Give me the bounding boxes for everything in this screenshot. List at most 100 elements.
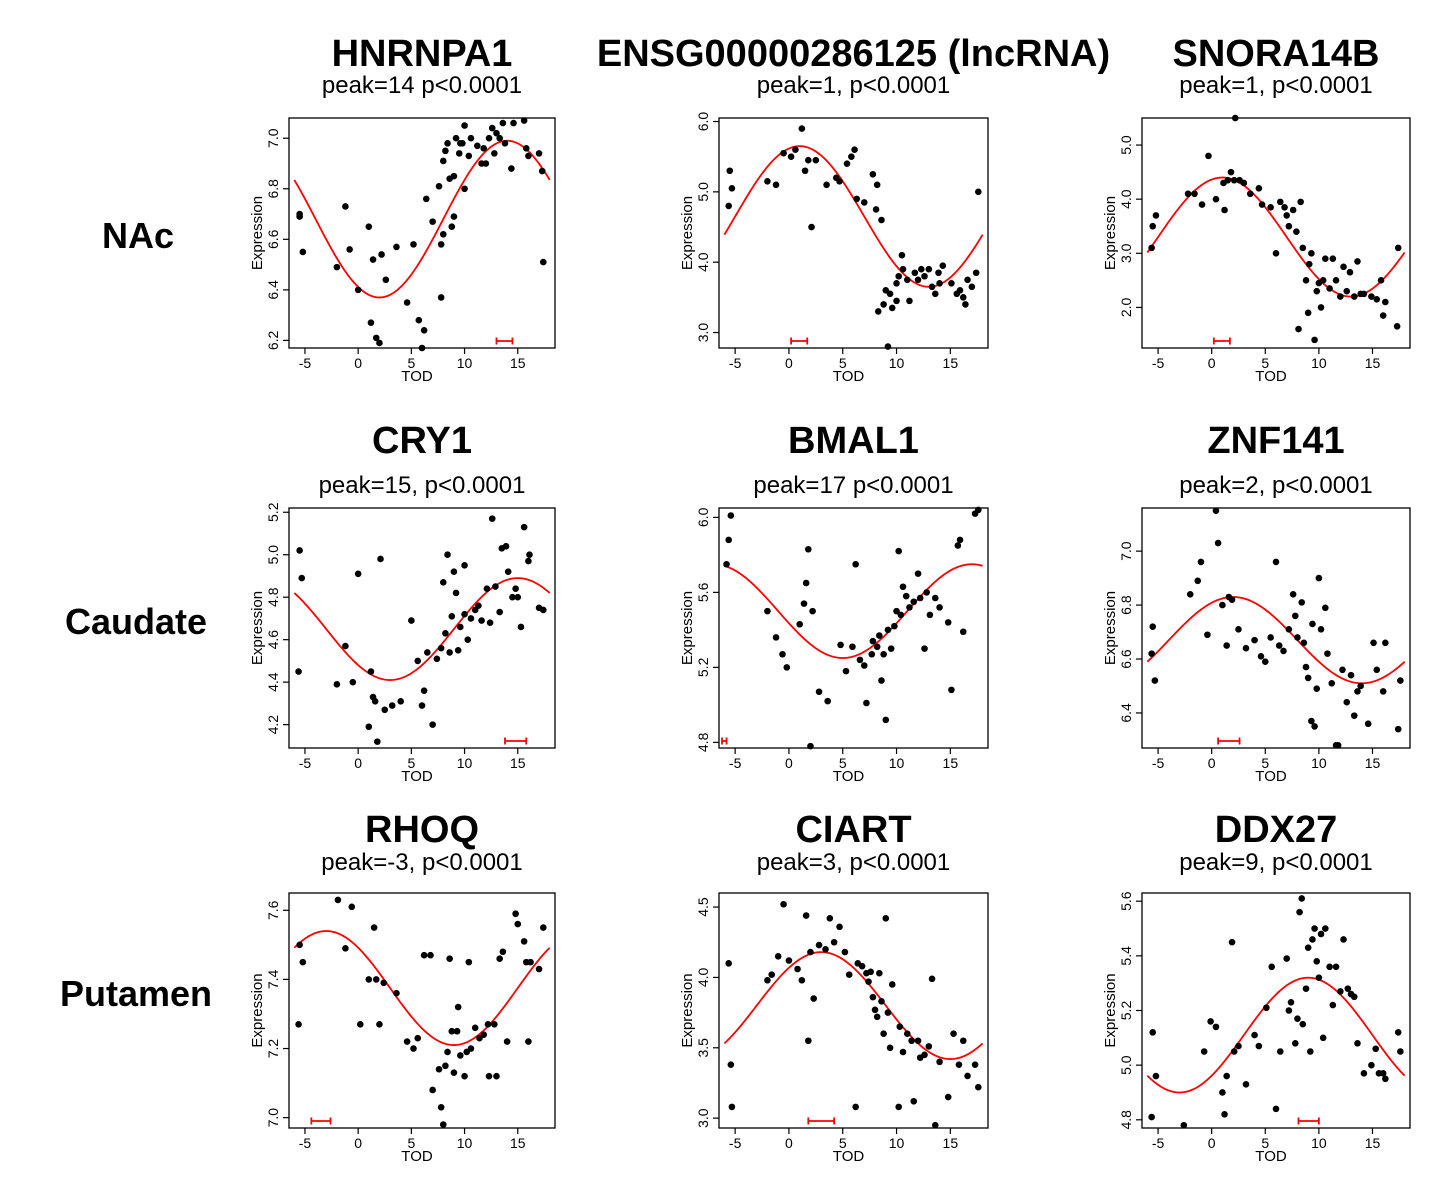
data-point (910, 598, 918, 606)
x-tick-label: 5 (407, 755, 415, 771)
data-point (807, 742, 814, 750)
panel-title: ZNF141 (1207, 420, 1344, 462)
data-point (1246, 190, 1254, 198)
data-point (356, 1021, 364, 1028)
data-point (1360, 1070, 1368, 1077)
x-tick-label: 0 (785, 755, 793, 771)
x-axis-title: TOD (833, 768, 865, 785)
data-point (475, 602, 482, 609)
peak-ci-bar (495, 337, 514, 345)
x-tick-label: 10 (457, 1135, 473, 1151)
panel-subtitle: peak=2, p<0.0001 (1179, 472, 1373, 499)
data-point (1326, 285, 1333, 292)
data-point (785, 957, 793, 964)
data-point (1339, 666, 1346, 674)
data-point (439, 579, 447, 586)
x-tick-label: 5 (839, 355, 847, 371)
panel-title: DDX27 (1215, 809, 1338, 851)
data-point (509, 593, 516, 601)
peak-ci-bar (790, 337, 809, 345)
data-point (1326, 963, 1333, 971)
data-point (393, 243, 400, 251)
fit-curve (723, 951, 984, 1060)
data-point (1337, 988, 1344, 995)
data-point (1393, 323, 1401, 330)
data-point (444, 551, 451, 559)
peak-ci-bar (1217, 737, 1241, 745)
x-tick-label: 15 (1365, 1135, 1381, 1151)
data-point (1221, 1111, 1228, 1118)
data-point (808, 223, 815, 231)
data-point (517, 623, 525, 631)
data-point (1289, 590, 1297, 598)
fit-curve (293, 139, 551, 299)
data-point (429, 721, 436, 728)
y-tick-label: 4.0 (1118, 189, 1134, 209)
x-axis-title: TOD (401, 1148, 433, 1165)
data-point (822, 945, 829, 953)
data-point (1332, 963, 1340, 971)
data-point (1289, 206, 1297, 214)
data-point (1329, 255, 1337, 263)
data-point (1280, 647, 1287, 655)
data-point (780, 149, 787, 157)
data-point (1291, 1039, 1299, 1047)
x-tick-label: 5 (839, 1135, 847, 1151)
fit-curve (1146, 596, 1406, 685)
data-point (437, 644, 445, 652)
x-tick-label: 0 (354, 755, 362, 771)
data-point (843, 160, 851, 168)
data-point (725, 536, 732, 544)
data-point (868, 650, 876, 658)
data-point (461, 610, 468, 618)
data-point (1272, 1105, 1280, 1113)
x-tick-label: 5 (839, 755, 847, 771)
panel-cry1: CRY1 peak=15, p<0.0001 -5 0 5 10 15 TOD 4.2 4.4 4.… (249, 420, 556, 785)
data-point (1397, 1048, 1404, 1055)
data-point (374, 738, 381, 745)
panel-title: CRY1 (372, 420, 472, 462)
data-point (1394, 244, 1402, 252)
data-point (465, 152, 473, 160)
data-point (921, 645, 928, 652)
data-point (764, 178, 771, 185)
data-point (899, 1048, 907, 1056)
data-point (377, 555, 384, 563)
data-point (354, 286, 362, 294)
row-label-caudate: Caudate (65, 601, 207, 642)
data-point (944, 619, 952, 626)
data-point (1357, 682, 1364, 690)
data-point (780, 900, 787, 908)
data-point (480, 145, 488, 152)
y-tick-label: 5.0 (265, 545, 281, 565)
data-point (525, 152, 532, 160)
data-point (1347, 671, 1355, 679)
data-point (925, 1043, 933, 1050)
x-tick-label: 10 (457, 355, 473, 371)
y-tick-label: 5.0 (695, 182, 711, 202)
data-point (968, 283, 976, 291)
x-axis-title: TOD (1255, 768, 1287, 785)
data-point (491, 1021, 498, 1028)
data-point (971, 1061, 979, 1068)
data-point (408, 617, 415, 624)
y-tick-label: 5.4 (1118, 946, 1134, 966)
panel-title: RHOQ (365, 809, 479, 851)
data-point (880, 301, 887, 308)
data-point (796, 620, 803, 628)
peak-ci-bar (504, 737, 528, 745)
data-point (1212, 195, 1220, 203)
data-point (342, 642, 349, 650)
panel-subtitle: peak=1, p<0.0001 (1179, 72, 1373, 99)
data-point (457, 623, 464, 631)
data-point (1242, 644, 1250, 652)
data-point (1272, 249, 1280, 257)
data-point (1228, 596, 1236, 603)
data-point (1372, 1045, 1379, 1053)
data-point (1295, 325, 1302, 333)
data-point (878, 216, 885, 224)
data-point (962, 301, 969, 308)
data-point (916, 594, 924, 602)
x-tick-label: 10 (889, 755, 905, 771)
data-point (826, 915, 834, 922)
